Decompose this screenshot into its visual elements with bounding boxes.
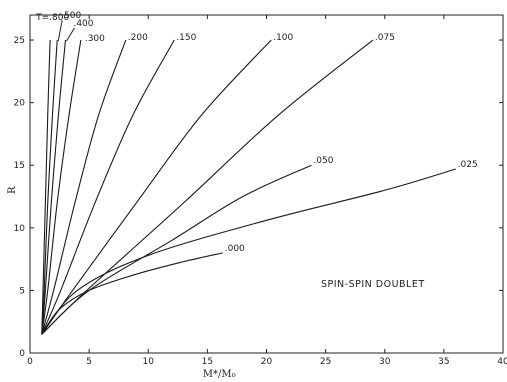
label-pointer bbox=[66, 27, 75, 42]
series-line-150 bbox=[41, 39, 175, 335]
plot-frame bbox=[29, 14, 504, 354]
series-line-200 bbox=[41, 39, 127, 335]
x-tick-label: 10 bbox=[143, 357, 155, 367]
x-tick-label: 20 bbox=[261, 357, 273, 367]
series-line-075 bbox=[41, 39, 374, 335]
series-label-025: .025 bbox=[458, 160, 478, 170]
y-tick-label: 20 bbox=[14, 99, 26, 109]
series-line-300 bbox=[41, 39, 82, 335]
series-label-075: .075 bbox=[375, 33, 395, 43]
series-line-400 bbox=[41, 39, 67, 335]
annotation: SPIN-SPIN DOUBLET bbox=[321, 279, 425, 290]
series-label-400: .400 bbox=[73, 19, 93, 29]
axes: 0 5 10 15 20 25 30 35 40 0 5 10 15 20 25 bbox=[14, 14, 507, 367]
series-label-200: .200 bbox=[128, 33, 148, 43]
curves bbox=[41, 39, 456, 335]
series-line-100 bbox=[41, 39, 272, 335]
label-pointer bbox=[57, 19, 63, 42]
y-tick-label: 15 bbox=[14, 161, 25, 171]
series-line-500 bbox=[41, 40, 58, 335]
series-label-500: .500 bbox=[61, 11, 81, 21]
x-tick-label: 30 bbox=[379, 357, 391, 367]
x-tick-label: 25 bbox=[320, 357, 331, 367]
y-tick-label: 5 bbox=[19, 286, 25, 296]
series-line-050 bbox=[41, 164, 312, 335]
series-label-150: .150 bbox=[176, 33, 196, 43]
x-axis-label: M*/M₀ bbox=[203, 369, 236, 380]
series-line-800 bbox=[41, 40, 51, 335]
curve-labels: T=.800.500.400 .300 .200 .150 .100 .075 .050 .0… bbox=[35, 11, 478, 254]
series-label-000: .000 bbox=[225, 244, 245, 254]
series-label-050: .050 bbox=[313, 156, 333, 166]
y-axis-label: R bbox=[7, 186, 18, 194]
series-label-800: T=.800 bbox=[35, 13, 69, 23]
y-tick-label: 0 bbox=[19, 349, 25, 359]
x-tick-label: 15 bbox=[202, 357, 213, 367]
x-tick-label: 5 bbox=[86, 357, 92, 367]
y-tick-label: 25 bbox=[14, 36, 25, 46]
x-tick-label: 0 bbox=[27, 357, 33, 367]
series-label-100: .100 bbox=[273, 33, 293, 43]
series-label-300: .300 bbox=[85, 34, 105, 44]
x-tick-label: 35 bbox=[438, 357, 449, 367]
x-tick-label: 40 bbox=[497, 357, 507, 367]
y-tick-label: 10 bbox=[14, 224, 26, 234]
series-line-000 bbox=[41, 252, 223, 335]
series-line-025 bbox=[41, 168, 456, 335]
